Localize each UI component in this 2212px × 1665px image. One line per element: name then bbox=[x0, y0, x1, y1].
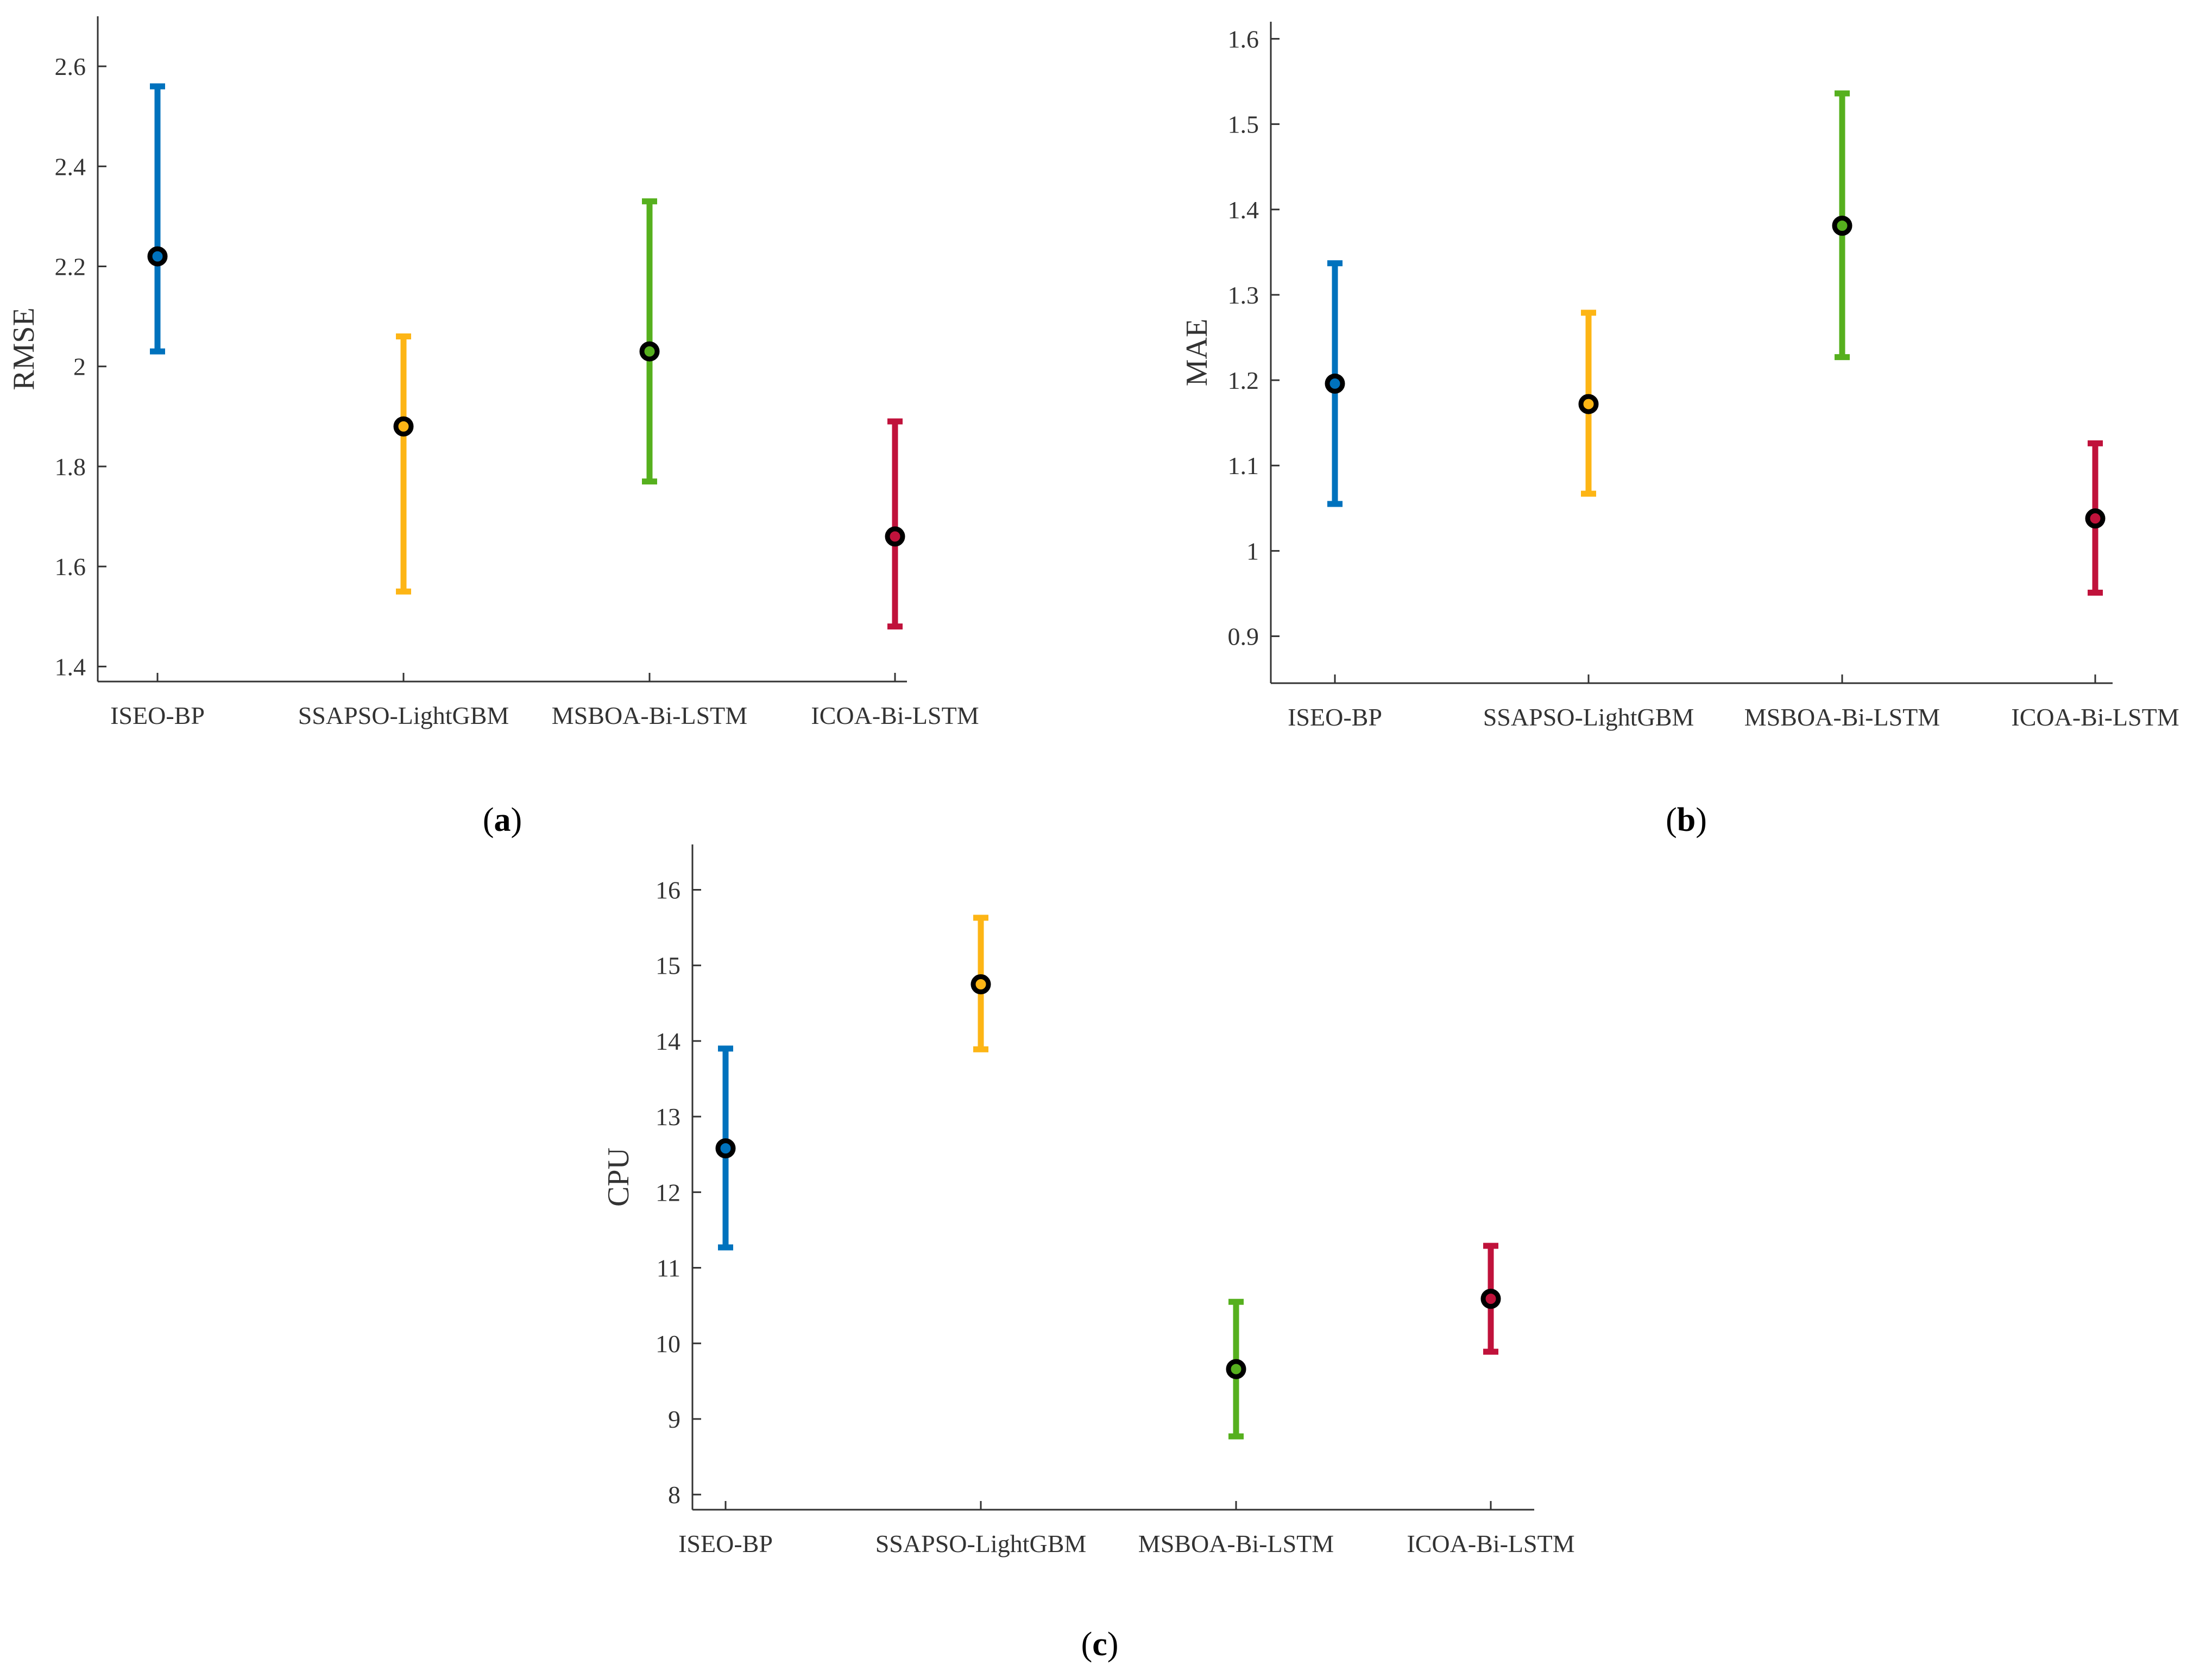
y-tick-label: 15 bbox=[656, 952, 680, 980]
y-tick-label: 1.6 bbox=[55, 553, 86, 581]
x-tick-label: MSBOA-Bi-LSTM bbox=[1744, 703, 1940, 731]
mean-marker-1 bbox=[715, 1138, 736, 1159]
mean-marker-2 bbox=[970, 974, 991, 995]
y-axis-label: RMSE bbox=[7, 307, 41, 390]
y-tick-label: 1.4 bbox=[1228, 196, 1259, 224]
y-tick-label: 2 bbox=[73, 353, 86, 381]
x-tick-label: MSBOA-Bi-LSTM bbox=[552, 702, 747, 729]
mean-marker-3 bbox=[1226, 1359, 1246, 1379]
mean-marker-2 bbox=[1578, 394, 1599, 414]
mean-marker-2 bbox=[393, 416, 414, 437]
panel-c-caption: (c) bbox=[1081, 1626, 1119, 1663]
mean-marker-3 bbox=[1832, 216, 1852, 236]
y-tick-label: 16 bbox=[656, 876, 680, 904]
mean-marker-4 bbox=[885, 526, 905, 547]
y-tick-label: 8 bbox=[668, 1481, 680, 1509]
mean-marker-4 bbox=[1480, 1289, 1501, 1309]
mean-marker-3 bbox=[639, 341, 660, 362]
x-tick-label: ICOA-Bi-LSTM bbox=[2011, 703, 2179, 731]
x-tick-label: ICOA-Bi-LSTM bbox=[1407, 1530, 1574, 1557]
y-tick-label: 11 bbox=[657, 1254, 680, 1282]
x-tick-label: ICOA-Bi-LSTM bbox=[811, 702, 979, 729]
y-tick-label: 0.9 bbox=[1228, 623, 1259, 651]
y-tick-label: 10 bbox=[656, 1330, 680, 1358]
y-axis-label: CPU bbox=[602, 1147, 635, 1207]
mean-marker-1 bbox=[147, 246, 168, 267]
mean-marker-4 bbox=[2085, 508, 2106, 529]
y-tick-label: 2.2 bbox=[55, 253, 86, 281]
y-tick-label: 14 bbox=[656, 1027, 680, 1055]
x-tick-label: ISEO-BP bbox=[678, 1530, 773, 1557]
panel-a-caption: (a) bbox=[483, 802, 522, 838]
y-tick-label: 1.8 bbox=[55, 453, 86, 481]
y-tick-label: 13 bbox=[656, 1103, 680, 1131]
x-tick-label: MSBOA-Bi-LSTM bbox=[1138, 1530, 1334, 1557]
y-axis-label: MAE bbox=[1180, 319, 1214, 386]
panel-b-chart: 0.9 1 1.1 1.2 1.3 1.4 1.5 1.6 MAE ISEO-BP SSAPSO-L… bbox=[1180, 22, 2179, 731]
y-tick-label: 1.3 bbox=[1228, 281, 1259, 309]
x-tick-label: SSAPSO-LightGBM bbox=[875, 1530, 1087, 1557]
y-tick-label: 1.2 bbox=[1228, 367, 1259, 394]
x-tick-label: ISEO-BP bbox=[110, 702, 205, 729]
y-tick-label: 2.4 bbox=[55, 153, 86, 180]
y-tick-label: 2.6 bbox=[55, 53, 86, 80]
x-tick-label: SSAPSO-LightGBM bbox=[298, 702, 509, 729]
y-tick-label: 12 bbox=[656, 1178, 680, 1206]
y-tick-label: 1.5 bbox=[1228, 111, 1259, 138]
panel-a-chart: 1.4 1.6 1.8 2 2.2 2.4 2.6 RMSE ISEO-BP SSAPSO-Lig… bbox=[7, 16, 979, 729]
mean-marker-1 bbox=[1325, 373, 1345, 394]
panel-c-chart: 8 9 10 11 12 13 14 15 16 CPU ISEO-BP SSAPSO-LightGB… bbox=[602, 844, 1575, 1557]
y-tick-label: 1.1 bbox=[1228, 452, 1259, 480]
y-tick-label: 9 bbox=[668, 1405, 680, 1433]
y-tick-label: 1.6 bbox=[1228, 25, 1259, 53]
x-tick-label: SSAPSO-LightGBM bbox=[1483, 703, 1694, 731]
panel-b-caption: (b) bbox=[1666, 802, 1707, 838]
y-tick-label: 1.4 bbox=[55, 653, 86, 680]
y-tick-label: 1 bbox=[1246, 537, 1259, 565]
x-tick-label: ISEO-BP bbox=[1288, 703, 1382, 731]
